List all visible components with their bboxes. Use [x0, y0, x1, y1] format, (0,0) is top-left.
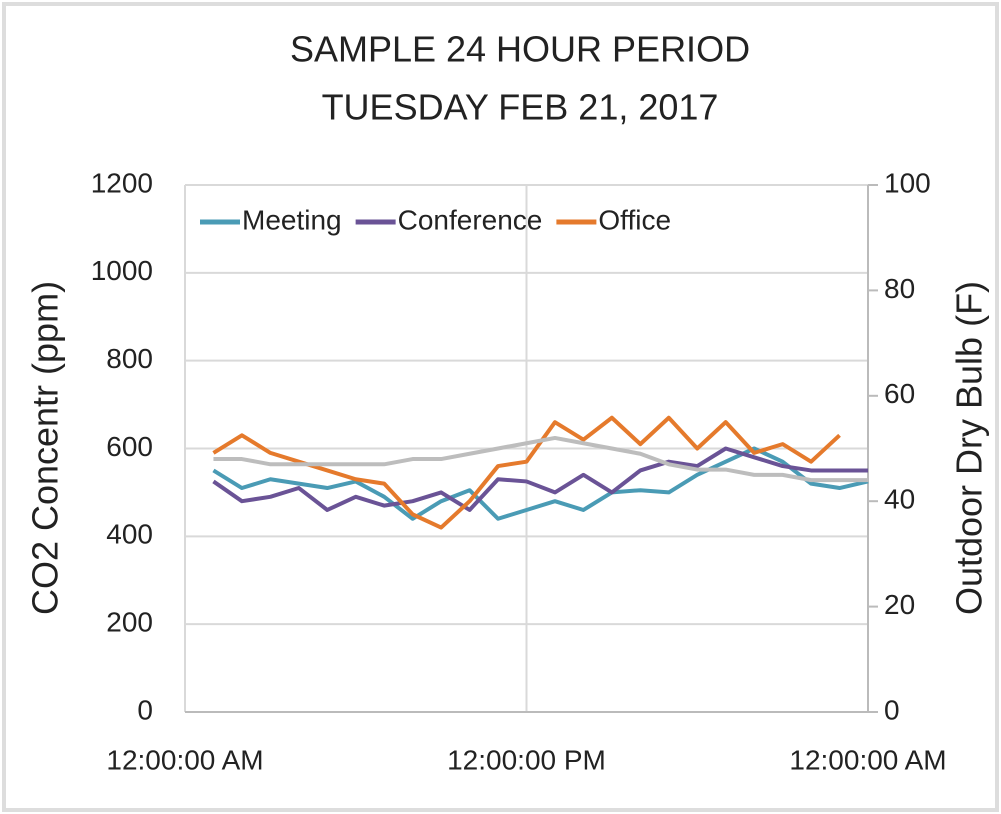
legend-label: Meeting: [242, 204, 342, 235]
series-line: [213, 435, 868, 483]
x-tick-label: 12:00:00 AM: [106, 744, 263, 775]
y2-tick-label: 40: [884, 484, 915, 515]
y-tick-label: 1000: [91, 255, 153, 286]
y-tick-label: 1200: [91, 167, 153, 198]
y-tick-label: 200: [106, 607, 153, 638]
y2-tick-label: 80: [884, 273, 915, 304]
legend-label: Office: [598, 204, 671, 235]
y-axis-title: CO2 Concentr (ppm): [25, 281, 66, 615]
y-tick-label: 0: [137, 694, 153, 725]
x-tick-label: 12:00:00 AM: [789, 744, 946, 775]
y-tick-label: 600: [106, 431, 153, 462]
y-tick-label: 800: [106, 343, 153, 374]
y2-tick-label: 100: [884, 167, 931, 198]
series-line: [212, 415, 841, 530]
legend-label: Conference: [398, 204, 543, 235]
y-tick-label: 400: [106, 519, 153, 550]
y2-tick-label: 60: [884, 378, 915, 409]
y2-tick-label: 0: [884, 694, 900, 725]
chart-title: SAMPLE 24 HOUR PERIOD: [290, 29, 750, 70]
x-tick-label: 12:00:00 PM: [447, 744, 606, 775]
series-line: [212, 446, 868, 512]
y2-axis-title: Outdoor Dry Bulb (F): [949, 281, 990, 615]
chart-subtitle: TUESDAY FEB 21, 2017: [322, 87, 719, 128]
y2-tick-label: 20: [884, 589, 915, 620]
